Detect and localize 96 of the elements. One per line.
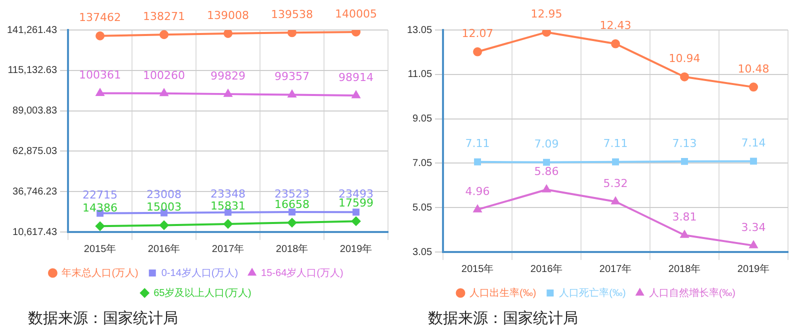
data-label: 4.96 bbox=[465, 184, 490, 198]
data-label: 7.11 bbox=[465, 137, 490, 150]
x-tick-label: 2018年 bbox=[668, 262, 701, 275]
data-label: 138271 bbox=[143, 10, 186, 23]
data-label: 12.43 bbox=[600, 19, 632, 32]
x-tick-label: 2019年 bbox=[737, 262, 770, 275]
data-label: 15003 bbox=[146, 200, 182, 214]
point bbox=[612, 158, 619, 166]
legend-label: 人口自然增长率(‰) bbox=[648, 286, 736, 299]
x-tick-label: 2015年 bbox=[461, 262, 494, 275]
y-tick-label: 89,003.83 bbox=[12, 106, 58, 117]
legend-label: 15-64岁人口(万人) bbox=[261, 266, 344, 279]
point bbox=[352, 216, 361, 226]
data-label: 139538 bbox=[271, 8, 314, 22]
data-label: 15831 bbox=[210, 199, 246, 212]
data-label: 12.95 bbox=[530, 8, 562, 21]
data-label: 17599 bbox=[338, 196, 374, 210]
data-label: 10.94 bbox=[668, 52, 700, 66]
point bbox=[288, 30, 297, 38]
data-label: 14386 bbox=[82, 202, 118, 215]
x-tick-label: 2017年 bbox=[212, 242, 244, 255]
point bbox=[680, 230, 689, 238]
point bbox=[224, 30, 233, 38]
point bbox=[473, 47, 482, 56]
data-label: 137462 bbox=[79, 11, 122, 24]
point bbox=[160, 220, 169, 230]
y-tick-label: 5.05 bbox=[412, 202, 432, 214]
data-label: 99357 bbox=[274, 70, 310, 84]
data-label: 5.86 bbox=[534, 164, 559, 178]
x-tick-label: 2017年 bbox=[599, 262, 632, 275]
y-tick-label: 13.05 bbox=[406, 24, 432, 36]
x-tick-label: 2016年 bbox=[530, 262, 563, 275]
point bbox=[224, 90, 232, 97]
data-label: 139008 bbox=[207, 8, 250, 22]
data-label: 7.14 bbox=[741, 136, 766, 150]
point bbox=[681, 158, 688, 165]
legend-label: 人口死亡率(‰) bbox=[559, 286, 626, 299]
point bbox=[160, 30, 169, 40]
point bbox=[224, 219, 233, 228]
data-label: 23348 bbox=[210, 188, 246, 201]
y-tick-label: 3.05 bbox=[412, 246, 432, 258]
point bbox=[96, 31, 105, 40]
x-tick-label: 2015年 bbox=[84, 242, 116, 255]
y-tick-label: 36,746.23 bbox=[12, 186, 58, 198]
legend-label: 人口出生率(‰) bbox=[470, 286, 536, 299]
legend-label: 年末总人口(万人) bbox=[62, 266, 138, 279]
y-tick-label: 115,132.63 bbox=[8, 65, 58, 76]
y-tick-label: 62,875.03 bbox=[12, 146, 58, 157]
point bbox=[473, 205, 482, 212]
data-label: 7.09 bbox=[534, 138, 559, 151]
y-tick-label: 7.05 bbox=[412, 158, 432, 169]
point bbox=[680, 72, 690, 82]
data-label: 3.34 bbox=[741, 220, 766, 234]
point bbox=[288, 208, 296, 216]
point bbox=[750, 158, 757, 165]
x-tick-label: 2019年 bbox=[340, 242, 372, 255]
point bbox=[96, 222, 105, 231]
data-label: 23008 bbox=[146, 188, 182, 202]
data-label: 3.81 bbox=[672, 210, 697, 224]
point bbox=[352, 90, 360, 98]
x-tick-label: 2018年 bbox=[276, 242, 308, 255]
point bbox=[160, 88, 168, 96]
point bbox=[542, 185, 551, 192]
point bbox=[352, 208, 360, 216]
point bbox=[542, 30, 552, 37]
data-label: 99829 bbox=[210, 69, 246, 82]
point bbox=[288, 218, 297, 228]
data-label: 5.32 bbox=[603, 176, 628, 190]
data-label: 140005 bbox=[335, 7, 378, 20]
source-note: 数据来源：国家统计局 bbox=[428, 308, 579, 328]
y-tick-label: 10,617.43 bbox=[12, 226, 58, 238]
data-label: 12.07 bbox=[462, 27, 494, 40]
point bbox=[611, 197, 620, 204]
point bbox=[543, 158, 550, 166]
data-label: 7.13 bbox=[672, 136, 697, 150]
point bbox=[749, 241, 758, 248]
data-label: 100260 bbox=[143, 68, 186, 82]
y-tick-label: 9.05 bbox=[412, 114, 432, 125]
data-label: 100361 bbox=[79, 68, 122, 82]
point bbox=[749, 82, 758, 92]
data-label: 10.48 bbox=[738, 62, 770, 76]
legend-label: 65岁及以上人口(万人) bbox=[154, 286, 252, 299]
point bbox=[288, 90, 296, 98]
data-label: 16658 bbox=[274, 198, 310, 212]
point bbox=[611, 39, 620, 48]
data-label: 7.11 bbox=[603, 137, 628, 150]
data-label: 23523 bbox=[274, 187, 310, 200]
y-tick-label: 11.05 bbox=[408, 69, 432, 80]
point bbox=[96, 88, 104, 96]
legend-label: 0-14岁人口(万人) bbox=[161, 266, 238, 279]
data-label: 98914 bbox=[338, 70, 374, 84]
y-tick-label: 141,261.43 bbox=[6, 24, 58, 36]
source-note: 数据来源：国家统计局 bbox=[28, 308, 179, 328]
data-label: 22715 bbox=[82, 188, 118, 202]
point bbox=[474, 158, 481, 166]
x-tick-label: 2016年 bbox=[148, 242, 180, 255]
